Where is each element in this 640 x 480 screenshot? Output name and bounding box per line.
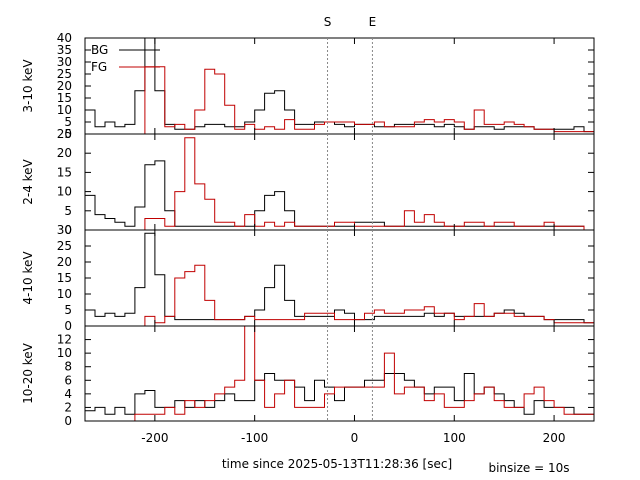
y-tick-label: 5	[64, 115, 72, 129]
y-tick-label: 10	[57, 287, 72, 301]
x-axis: -200 -100 0 100 200	[141, 431, 565, 445]
y-tick-label: 40	[57, 31, 72, 45]
y-tick-label: 0	[64, 127, 72, 141]
y-tick-label: 25	[57, 239, 72, 253]
x-tick-label: 100	[443, 431, 466, 445]
y-tick-label: 0	[64, 319, 72, 333]
panel-frame	[84, 133, 595, 231]
y-tick-label: 4	[64, 387, 72, 401]
x-tick-label: 0	[351, 431, 359, 445]
y-tick-label: 35	[57, 43, 72, 57]
y-tick-label: 12	[57, 333, 72, 347]
y-tick-label: 0	[64, 223, 72, 237]
y-tick-label: 0	[64, 414, 72, 428]
y-tick-label: 8	[64, 360, 72, 374]
x-axis-label: time since 2025-05-13T11:28:36 [sec]	[222, 457, 452, 471]
x-tick-label: -100	[241, 431, 268, 445]
x-tick-label: 200	[543, 431, 566, 445]
marker-label-e: E	[369, 15, 377, 29]
y-tick-label: 5	[64, 204, 72, 218]
y-axis-label: 3-10 keV	[21, 59, 35, 113]
y-tick-label: 15	[57, 271, 72, 285]
y-tick-label: 10	[57, 103, 72, 117]
y-tick-label: 20	[57, 255, 72, 269]
x-tick-label: -200	[141, 431, 168, 445]
binsize-label: binsize = 10s	[488, 461, 569, 475]
y-tick-label: 15	[57, 91, 72, 105]
panel-2: 0 5 10 15 20 25 2-4 keV	[21, 127, 595, 237]
panel-frame	[84, 325, 595, 422]
series-bg-panel-4	[85, 373, 594, 415]
series-bg-panel-1	[85, 38, 594, 133]
y-tick-label: 30	[57, 223, 72, 237]
panel-frame	[84, 37, 595, 135]
series-fg-panel-2	[85, 137, 594, 230]
series-bg-panel-2	[85, 160, 594, 230]
panel-frame	[84, 229, 595, 327]
y-tick-label: 25	[57, 67, 72, 81]
y-axis-label: 2-4 keV	[21, 158, 35, 204]
y-tick-label: 10	[57, 185, 72, 199]
legend: BG FG	[91, 43, 160, 74]
y-axis-label: 4-10 keV	[21, 251, 35, 305]
y-tick-label: 10	[57, 346, 72, 360]
y-tick-label: 30	[57, 55, 72, 69]
y-tick-label: 20	[57, 79, 72, 93]
marker-label-s: S	[324, 15, 332, 29]
series-bg-panel-3	[85, 232, 594, 324]
y-tick-label: 20	[57, 146, 72, 160]
y-tick-label: 25	[57, 127, 72, 141]
y-tick-label: 15	[57, 165, 72, 179]
series-fg-panel-1	[85, 66, 594, 134]
legend-label-bg: BG	[91, 43, 108, 57]
y-tick-label: 6	[64, 373, 72, 387]
y-axis-label: 10-20 keV	[21, 342, 35, 404]
series-fg-panel-3	[85, 264, 594, 326]
panel-3: 0 5 10 15 20 25 30 4-10 keV	[21, 223, 595, 333]
y-tick-label: 2	[64, 400, 72, 414]
series-fg-panel-4	[85, 326, 594, 421]
y-tick-label: 5	[64, 303, 72, 317]
legend-label-fg: FG	[91, 60, 107, 74]
